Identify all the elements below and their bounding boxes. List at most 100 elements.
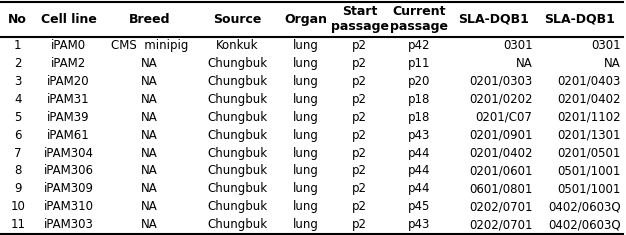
Text: iPAM304: iPAM304 bbox=[43, 147, 93, 160]
Text: p44: p44 bbox=[408, 182, 431, 195]
Text: Current
passage: Current passage bbox=[391, 5, 448, 33]
Text: Source: Source bbox=[213, 13, 262, 26]
Text: p43: p43 bbox=[408, 129, 431, 142]
Text: 7: 7 bbox=[14, 147, 21, 160]
Text: p2: p2 bbox=[352, 147, 367, 160]
Text: NA: NA bbox=[516, 57, 533, 70]
Text: Chungbuk: Chungbuk bbox=[207, 164, 267, 177]
Text: NA: NA bbox=[141, 164, 158, 177]
Text: p2: p2 bbox=[352, 182, 367, 195]
Text: iPAM39: iPAM39 bbox=[47, 111, 90, 124]
Text: p2: p2 bbox=[352, 129, 367, 142]
Text: 0201/0303: 0201/0303 bbox=[470, 75, 533, 88]
Text: p2: p2 bbox=[352, 57, 367, 70]
Text: lung: lung bbox=[293, 39, 319, 52]
Text: lung: lung bbox=[293, 182, 319, 195]
Text: 0201/0202: 0201/0202 bbox=[469, 93, 533, 106]
Text: 2: 2 bbox=[14, 57, 21, 70]
Text: NA: NA bbox=[141, 129, 158, 142]
Text: lung: lung bbox=[293, 111, 319, 124]
Text: p2: p2 bbox=[352, 164, 367, 177]
Text: NA: NA bbox=[141, 200, 158, 213]
Text: 4: 4 bbox=[14, 93, 21, 106]
Text: Start
passage: Start passage bbox=[331, 5, 389, 33]
Text: NA: NA bbox=[141, 93, 158, 106]
Text: 8: 8 bbox=[14, 164, 21, 177]
Text: lung: lung bbox=[293, 218, 319, 231]
Text: NA: NA bbox=[141, 182, 158, 195]
Text: p2: p2 bbox=[352, 75, 367, 88]
Text: 6: 6 bbox=[14, 129, 21, 142]
Text: p2: p2 bbox=[352, 93, 367, 106]
Text: p42: p42 bbox=[408, 39, 431, 52]
Text: Chungbuk: Chungbuk bbox=[207, 200, 267, 213]
Text: CMS  minipig: CMS minipig bbox=[111, 39, 188, 52]
Text: SLA-DQB1: SLA-DQB1 bbox=[544, 13, 615, 26]
Text: p45: p45 bbox=[408, 200, 431, 213]
Text: Chungbuk: Chungbuk bbox=[207, 129, 267, 142]
Text: iPAM310: iPAM310 bbox=[43, 200, 93, 213]
Text: 0201/0501: 0201/0501 bbox=[557, 147, 620, 160]
Text: 0301: 0301 bbox=[591, 39, 620, 52]
Text: 0501/1001: 0501/1001 bbox=[557, 164, 620, 177]
Text: p18: p18 bbox=[408, 93, 431, 106]
Text: NA: NA bbox=[141, 111, 158, 124]
Text: 0201/0403: 0201/0403 bbox=[557, 75, 620, 88]
Text: lung: lung bbox=[293, 200, 319, 213]
Text: p43: p43 bbox=[408, 218, 431, 231]
Text: p2: p2 bbox=[352, 200, 367, 213]
Text: iPAM20: iPAM20 bbox=[47, 75, 90, 88]
Text: iPAM303: iPAM303 bbox=[43, 218, 93, 231]
Text: 0201/0601: 0201/0601 bbox=[469, 164, 533, 177]
Text: 0202/0701: 0202/0701 bbox=[469, 218, 533, 231]
Text: 5: 5 bbox=[14, 111, 21, 124]
Text: Breed: Breed bbox=[128, 13, 170, 26]
Text: iPAM61: iPAM61 bbox=[47, 129, 90, 142]
Text: 0201/1102: 0201/1102 bbox=[557, 111, 620, 124]
Text: Chungbuk: Chungbuk bbox=[207, 218, 267, 231]
Text: Chungbuk: Chungbuk bbox=[207, 182, 267, 195]
Text: 0201/C07: 0201/C07 bbox=[476, 111, 533, 124]
Text: Chungbuk: Chungbuk bbox=[207, 147, 267, 160]
Text: 1: 1 bbox=[14, 39, 21, 52]
Text: iPAM309: iPAM309 bbox=[43, 182, 93, 195]
Text: iPAM306: iPAM306 bbox=[43, 164, 93, 177]
Text: No: No bbox=[8, 13, 27, 26]
Text: 0501/1001: 0501/1001 bbox=[557, 182, 620, 195]
Text: 0201/1301: 0201/1301 bbox=[557, 129, 620, 142]
Text: NA: NA bbox=[141, 147, 158, 160]
Text: Chungbuk: Chungbuk bbox=[207, 75, 267, 88]
Text: 3: 3 bbox=[14, 75, 21, 88]
Text: SLA-DQB1: SLA-DQB1 bbox=[458, 13, 529, 26]
Text: p18: p18 bbox=[408, 111, 431, 124]
Text: 0202/0701: 0202/0701 bbox=[469, 200, 533, 213]
Text: 0301: 0301 bbox=[503, 39, 533, 52]
Text: 0201/0402: 0201/0402 bbox=[469, 147, 533, 160]
Text: lung: lung bbox=[293, 75, 319, 88]
Text: Organ: Organ bbox=[285, 13, 327, 26]
Text: NA: NA bbox=[141, 57, 158, 70]
Text: p20: p20 bbox=[408, 75, 431, 88]
Text: lung: lung bbox=[293, 129, 319, 142]
Text: 0601/0801: 0601/0801 bbox=[470, 182, 533, 195]
Text: p11: p11 bbox=[408, 57, 431, 70]
Text: p44: p44 bbox=[408, 164, 431, 177]
Text: lung: lung bbox=[293, 57, 319, 70]
Text: Konkuk: Konkuk bbox=[217, 39, 259, 52]
Text: iPAM2: iPAM2 bbox=[51, 57, 86, 70]
Text: 10: 10 bbox=[11, 200, 25, 213]
Text: p44: p44 bbox=[408, 147, 431, 160]
Text: 0402/0603Q: 0402/0603Q bbox=[548, 200, 620, 213]
Text: Chungbuk: Chungbuk bbox=[207, 57, 267, 70]
Text: Chungbuk: Chungbuk bbox=[207, 111, 267, 124]
Text: lung: lung bbox=[293, 164, 319, 177]
Text: 0201/0402: 0201/0402 bbox=[557, 93, 620, 106]
Text: iPAM0: iPAM0 bbox=[51, 39, 86, 52]
Text: 0402/0603Q: 0402/0603Q bbox=[548, 218, 620, 231]
Text: p2: p2 bbox=[352, 39, 367, 52]
Text: p2: p2 bbox=[352, 111, 367, 124]
Text: NA: NA bbox=[603, 57, 620, 70]
Text: iPAM31: iPAM31 bbox=[47, 93, 90, 106]
Text: lung: lung bbox=[293, 93, 319, 106]
Text: Chungbuk: Chungbuk bbox=[207, 93, 267, 106]
